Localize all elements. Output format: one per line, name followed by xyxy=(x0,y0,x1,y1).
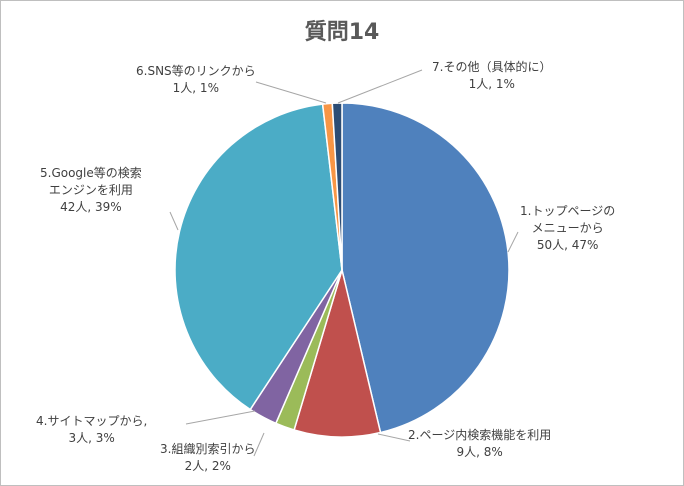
leader-line-7 xyxy=(337,69,423,104)
leader-line-1 xyxy=(507,231,519,253)
leader-line-4 xyxy=(185,410,256,425)
slice-label-7-value: 1人, 1% xyxy=(468,77,515,91)
chart-title: 質問14 xyxy=(304,20,380,45)
slice-label-1-line1: 1.トップページの xyxy=(520,204,616,218)
slice-label-2-value: 9人, 8% xyxy=(456,445,503,459)
slice-label-7: 7.その他（具体的に） 1人, 1% xyxy=(432,59,551,93)
slice-label-6-value: 1人, 1% xyxy=(172,81,219,95)
slice-label-7-line1: 7.その他（具体的に） xyxy=(432,60,552,74)
slice-label-6: 6.SNS等のリンクから 1人, 1% xyxy=(136,63,256,97)
leader-line-3 xyxy=(253,432,265,457)
slice-label-4-value: 3人, 3% xyxy=(68,431,115,445)
pie-slice-7 xyxy=(331,102,343,271)
slice-label-1-line2: メニューから xyxy=(531,221,604,235)
slice-label-3: 3.組織別索引から 2人, 2% xyxy=(160,441,255,475)
pie-slice-1 xyxy=(341,102,510,434)
slice-label-1-value: 50人, 47% xyxy=(536,238,599,252)
slice-label-5-line1: 5.Google等の検索 xyxy=(40,166,142,180)
slice-label-6-line1: 6.SNS等のリンクから xyxy=(136,64,256,78)
pie-slice-2 xyxy=(293,267,382,438)
leader-line-2 xyxy=(377,433,411,442)
slice-label-5: 5.Google等の検索 エンジンを利用 42人, 39% xyxy=(40,165,142,216)
slice-label-4-line1: 4.サイトマップから, xyxy=(36,414,148,428)
slice-label-4: 4.サイトマップから, 3人, 3% xyxy=(36,413,147,447)
leader-line-6 xyxy=(255,81,327,104)
slice-label-2-line1: 2.ページ内検索機能を利用 xyxy=(408,428,552,442)
slice-label-1: 1.トップページの メニューから 50人, 47% xyxy=(520,203,615,254)
slice-label-2: 2.ページ内検索機能を利用 9人, 8% xyxy=(408,427,551,461)
slice-label-3-value: 2人, 2% xyxy=(184,459,231,473)
slice-label-3-line1: 3.組織別索引から xyxy=(160,442,256,456)
slice-label-5-line2: エンジンを利用 xyxy=(48,183,133,197)
slice-label-5-value: 42人, 39% xyxy=(60,200,122,214)
leader-line-5 xyxy=(169,211,179,231)
pie-slice-5 xyxy=(174,103,343,411)
